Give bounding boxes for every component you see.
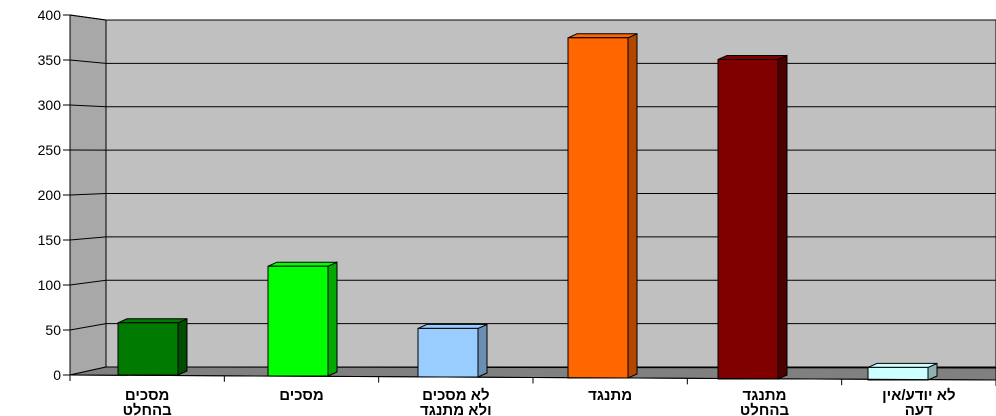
x-category-label: מתנגד	[588, 387, 632, 404]
x-category-label: מסכים	[279, 387, 324, 404]
bar-side	[627, 33, 638, 379]
bar-front	[867, 366, 929, 381]
y-tick-label: 300	[38, 97, 62, 113]
bar	[717, 54, 788, 380]
gridline-side	[69, 236, 107, 241]
x-category-label: לא מסכים ולא מתנגד	[420, 387, 492, 416]
y-tick-label: 50	[45, 322, 61, 338]
bar-side	[477, 323, 488, 378]
gridline-side	[69, 14, 107, 21]
bar-side	[777, 54, 788, 380]
y-tick-label: 400	[38, 7, 62, 23]
y-tick-label: 350	[38, 52, 62, 68]
gridline-side	[69, 279, 107, 286]
bar-front	[567, 37, 629, 379]
bar-front	[417, 327, 479, 378]
gridlines	[69, 14, 996, 331]
y-tick-label: 100	[38, 277, 62, 293]
bar-top	[417, 323, 488, 329]
y-tick-label: 200	[38, 187, 62, 203]
bar	[867, 362, 938, 381]
bar-top	[867, 362, 938, 368]
y-tick-label: 150	[38, 232, 62, 248]
x-category-label: לא יודע/אין דעה	[882, 387, 955, 416]
bar-front	[117, 322, 179, 376]
bar-top	[567, 33, 638, 39]
x-category-label: מסכים בהחלט	[123, 387, 173, 416]
bars	[117, 33, 938, 381]
bar-top	[117, 318, 188, 324]
bar	[417, 323, 488, 378]
chart-walls	[69, 14, 996, 381]
bar-side	[177, 318, 188, 376]
bar-top	[267, 261, 338, 267]
bar	[567, 33, 638, 379]
bar-top	[717, 55, 788, 60]
bar-side	[327, 261, 338, 377]
bar-front	[717, 59, 779, 380]
gridline-side	[69, 104, 107, 108]
gridline-side	[69, 323, 107, 331]
bar	[267, 261, 338, 377]
x-axis: מסכים בהחלט מסכים לא מסכים ולא מתנגד מתנגד מתנ…	[69, 374, 996, 416]
y-tick-label: 0	[53, 367, 61, 383]
gridline-side	[69, 193, 107, 196]
y-tick-label: 250	[38, 142, 62, 158]
gridline-side	[69, 59, 107, 64]
x-category-label: מתנגד בהחלט	[740, 387, 790, 416]
bar-front	[267, 265, 329, 377]
bar	[117, 318, 188, 376]
y-axis: 0 50 100 150 200 250 300 350 400	[38, 7, 71, 383]
